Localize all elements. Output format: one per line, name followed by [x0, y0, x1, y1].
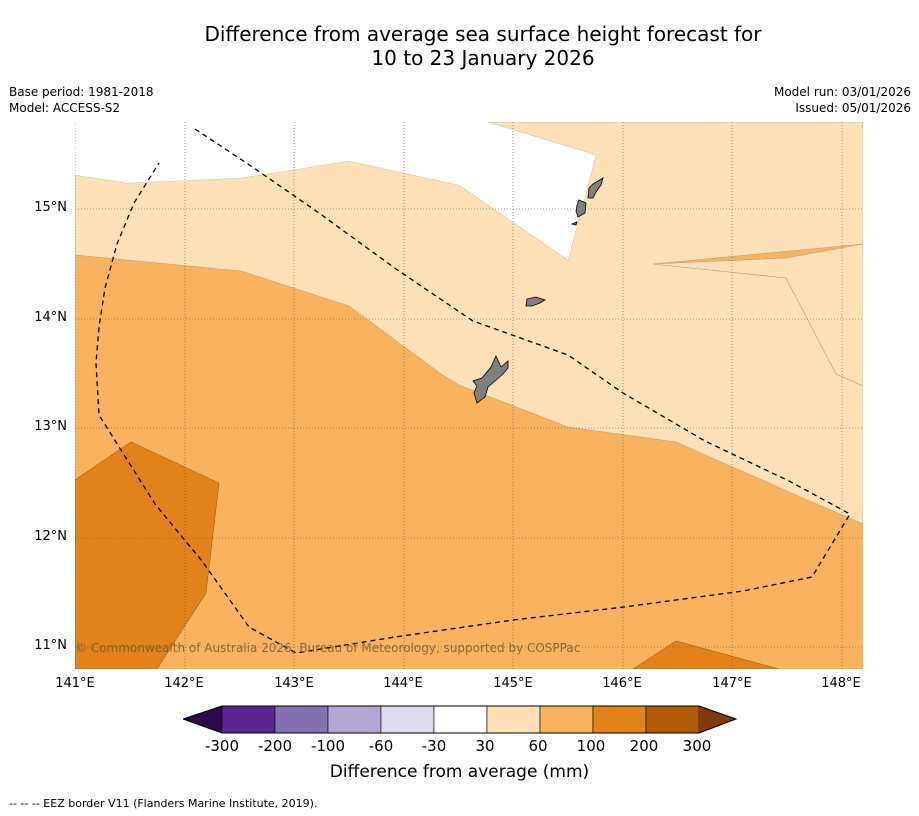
lat-label-11n: 11°N [34, 638, 67, 653]
map-panel [75, 122, 863, 669]
colorbar-segment-neg100-neg60 [327, 705, 382, 734]
lon-label-144e: 144°E [383, 676, 423, 691]
aguijan-island [570, 221, 578, 226]
base-period-text: Base period: 1981-2018 [9, 85, 154, 99]
colorbar-segment-100-200 [592, 705, 647, 734]
colorbar-segment-neg30-30 [433, 705, 488, 734]
rota-island [525, 296, 546, 307]
colorbar-tick: 60 [528, 737, 548, 755]
issued-text: Issued: 05/01/2026 [795, 101, 911, 115]
colorbar-segment-30-60 [486, 705, 541, 734]
guam-island [472, 355, 509, 404]
lon-label-147e: 147°E [712, 676, 752, 691]
colorbar-tick: 300 [682, 737, 712, 755]
colorbar-tick: -100 [310, 737, 346, 755]
lon-label-141e: 141°E [55, 676, 95, 691]
tinian-island [575, 199, 587, 218]
colorbar-tick: -30 [421, 737, 447, 755]
lat-label-12n: 12°N [34, 529, 67, 544]
colorbar-extend-low [183, 706, 222, 733]
colorbar-segment-200-300 [645, 705, 700, 734]
model-text: Model: ACCESS-S2 [9, 101, 121, 115]
colorbar [183, 705, 738, 734]
lat-label-13n: 13°N [34, 419, 67, 434]
saipan-island [587, 177, 604, 199]
lon-label-148e: 148°E [821, 676, 861, 691]
colorbar-tick: -60 [368, 737, 394, 755]
copyright-text: © Commonwealth of Australia 2026, Bureau… [75, 641, 581, 655]
band-30-60-northeast [652, 243, 863, 387]
colorbar-label: Difference from average (mm) [329, 762, 590, 782]
eez-footnote: -- -- -- EEZ border V11 (Flanders Marine… [9, 797, 318, 810]
colorbar-tick: -200 [257, 737, 293, 755]
colorbar-segment-60-100 [539, 705, 594, 734]
lon-label-145e: 145°E [493, 676, 533, 691]
band-100-200-southeast [632, 640, 780, 669]
graticule [75, 122, 863, 669]
lat-label-14n: 14°N [34, 310, 67, 325]
meta-right: Model run: 03/01/2026 Issued: 05/01/2026 [774, 84, 911, 116]
band-neutral-north [75, 122, 596, 260]
lon-label-143e: 143°E [274, 676, 314, 691]
eez-border-line [95, 128, 851, 654]
colorbar-segment-neg200-neg100 [274, 705, 329, 734]
meta-left: Base period: 1981-2018 Model: ACCESS-S2 [9, 84, 154, 116]
colorbar-outline [183, 705, 738, 734]
colorbar-segment-neg60-neg30 [380, 705, 435, 734]
map-title: Difference from average sea surface heig… [0, 22, 919, 70]
colorbar-segment-neg300-neg200 [221, 705, 276, 734]
colorbar-tick: 200 [629, 737, 659, 755]
lon-label-142e: 142°E [164, 676, 204, 691]
title-line-1: Difference from average sea surface heig… [204, 22, 762, 46]
title-line-2: 10 to 23 January 2026 [371, 46, 595, 70]
map-canvas [75, 122, 863, 669]
model-run-text: Model run: 03/01/2026 [773, 85, 911, 99]
colorbar-tick: 100 [576, 737, 606, 755]
colorbar-tick: 30 [475, 737, 495, 755]
colorbar-extend-high [699, 706, 736, 733]
lat-label-15n: 15°N [34, 200, 67, 215]
band-100-200-southwest [75, 441, 220, 669]
lon-label-146e: 146°E [602, 676, 642, 691]
colorbar-tick: -300 [204, 737, 240, 755]
